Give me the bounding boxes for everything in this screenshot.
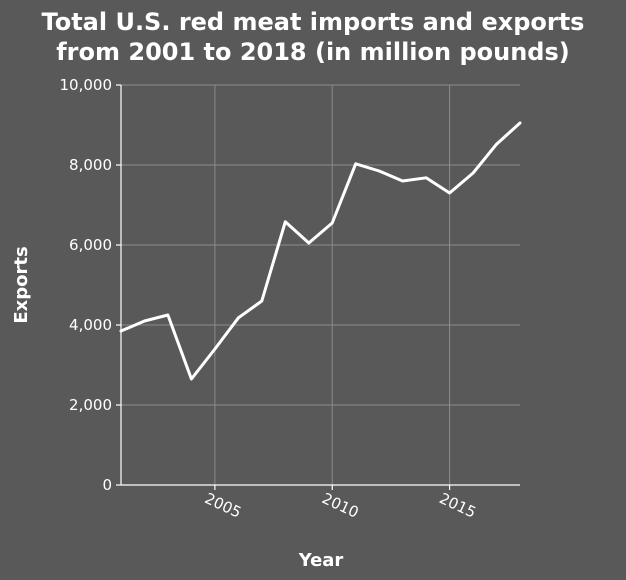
y-tick-labels: 0 2,000 4,000 6,000 8,000 10,000 bbox=[60, 76, 121, 494]
y-axis-label: Exports bbox=[11, 246, 32, 323]
x-axis-label: Year bbox=[298, 550, 344, 571]
grid-lines bbox=[121, 84, 520, 485]
chart-title-line-1: Total U.S. red meat imports and exports bbox=[42, 8, 585, 36]
y-tick-label: 8,000 bbox=[69, 156, 112, 174]
y-tick-label: 10,000 bbox=[60, 76, 113, 94]
y-tick-label: 6,000 bbox=[69, 236, 112, 254]
axes bbox=[120, 85, 520, 486]
y-tick-label: 2,000 bbox=[69, 396, 112, 414]
exports-series-line bbox=[119, 121, 522, 381]
series-layer bbox=[119, 121, 522, 381]
chart-title-line-2: from 2001 to 2018 (in million pounds) bbox=[56, 38, 570, 66]
y-tick-label: 4,000 bbox=[69, 316, 112, 334]
y-tick-label: 0 bbox=[102, 476, 112, 494]
